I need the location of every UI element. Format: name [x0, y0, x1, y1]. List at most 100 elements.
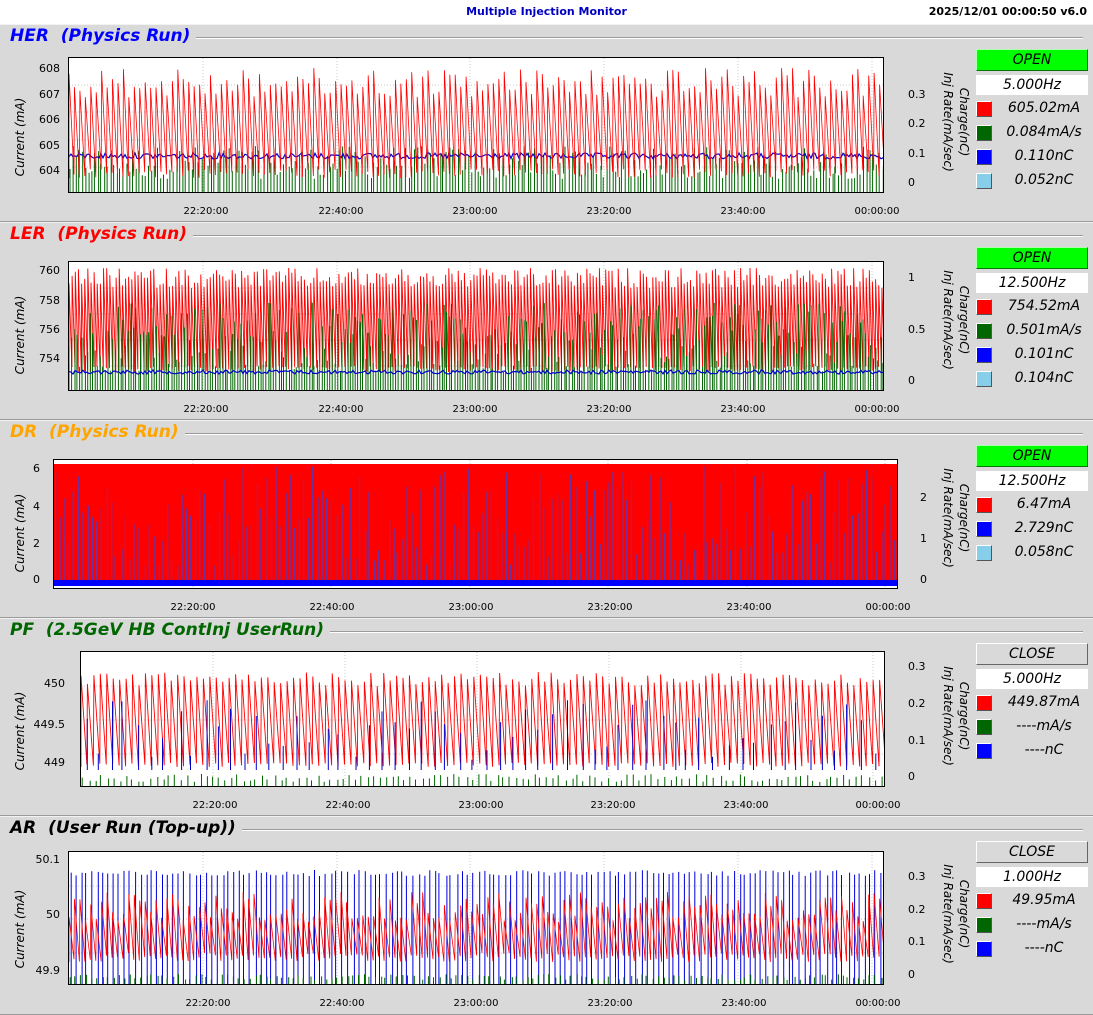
- her-status-button[interactable]: OPEN: [976, 49, 1088, 71]
- x-tick: 22:20:00: [192, 800, 238, 811]
- y-right-label-rate: Inj Rate(mA/sec): [941, 468, 955, 568]
- y-right-label-charge: Charge(nC): [957, 285, 971, 355]
- panel-title: DR (Physics Run): [10, 422, 185, 442]
- x-tick: 23:00:00: [452, 206, 498, 217]
- y-tick: 607: [39, 88, 60, 101]
- y-tick-right: 1: [920, 532, 927, 545]
- injrate-readout: ----mA/s: [1016, 718, 1072, 734]
- y-tick: 758: [39, 294, 60, 307]
- x-tick: 23:20:00: [587, 998, 633, 1009]
- pf-plot-area: [80, 651, 885, 787]
- x-tick: 22:20:00: [170, 602, 216, 613]
- y-right-label-rate: Inj Rate(mA/sec): [941, 864, 955, 964]
- x-tick: 22:40:00: [309, 602, 355, 613]
- injrate-swatch: [976, 719, 992, 735]
- panel-title: PF (2.5GeV HB ContInj UserRun): [10, 620, 330, 640]
- y-tick: 449.5: [33, 718, 66, 731]
- y-right-label-rate: Inj Rate(mA/sec): [941, 270, 955, 370]
- y-tick: 0: [33, 573, 40, 586]
- dr-status-button[interactable]: OPEN: [976, 445, 1088, 467]
- charge-swatch: [976, 941, 992, 957]
- x-tick: 22:20:00: [185, 998, 231, 1009]
- injrate-swatch: [976, 917, 992, 933]
- charge-swatch: [976, 149, 992, 165]
- y-right-label-charge: Charge(nC): [957, 681, 971, 751]
- panel-ar: AR (User Run (Top-up)) Current (mA) 50.1…: [0, 816, 1093, 1015]
- x-tick: 00:00:00: [854, 206, 900, 217]
- current-swatch: [976, 497, 992, 513]
- dr-plot-svg: [54, 460, 897, 588]
- x-tick: 22:40:00: [318, 206, 364, 217]
- y-tick-right: 0.1: [908, 935, 926, 948]
- dr-frequency: 12.500Hz: [976, 471, 1088, 491]
- dr-plot-area: [53, 459, 898, 589]
- injrate-trace: [69, 146, 883, 192]
- pf-status-button[interactable]: CLOSE: [976, 643, 1088, 665]
- panel-pf: PF (2.5GeV HB ContInj UserRun) Current (…: [0, 618, 1093, 816]
- x-tick: 00:00:00: [855, 800, 901, 811]
- y-tick-right: 0: [908, 770, 915, 783]
- charge-readout: 0.110nC: [1014, 148, 1074, 164]
- charge-trace: [55, 466, 896, 586]
- ler-status-button[interactable]: OPEN: [976, 247, 1088, 269]
- current-trace: [69, 68, 883, 179]
- y-right-label-rate: Inj Rate(mA/sec): [941, 72, 955, 172]
- injrate-trace: [69, 974, 883, 984]
- injrate-trace: [81, 774, 883, 786]
- her-frequency: 5.000Hz: [976, 75, 1088, 95]
- panel-title: HER (Physics Run): [10, 26, 197, 46]
- current-readout: 49.95mA: [1012, 892, 1076, 908]
- her-plot-area: [68, 57, 884, 193]
- x-tick: 22:40:00: [319, 998, 365, 1009]
- y-tick-right: 1: [908, 271, 915, 284]
- y-tick-right: 0.2: [908, 903, 926, 916]
- y-tick: 760: [39, 264, 60, 277]
- ar-frequency: 1.000Hz: [976, 867, 1088, 887]
- charge-readout: ----nC: [1024, 742, 1064, 758]
- ler-plot-svg: [69, 262, 883, 390]
- x-tick: 23:00:00: [452, 404, 498, 415]
- charge-swatch: [976, 347, 992, 363]
- panel-her: HER (Physics Run) Current (mA) 608 607 6…: [0, 24, 1093, 222]
- her-plot-svg: [69, 58, 883, 192]
- injrate-trace: [69, 302, 883, 390]
- injrate-readout: 0.084mA/s: [1006, 124, 1082, 140]
- x-tick: 00:00:00: [854, 404, 900, 415]
- x-tick: 22:20:00: [183, 404, 229, 415]
- x-tick: 23:00:00: [448, 602, 494, 613]
- charge2-readout: 0.104nC: [1014, 370, 1074, 386]
- charge2-readout: 0.052nC: [1014, 172, 1074, 188]
- y-tick: 606: [39, 113, 60, 126]
- charge-baseline: [54, 580, 897, 586]
- injrate-readout: ----mA/s: [1016, 916, 1072, 932]
- y-tick: 608: [39, 62, 60, 75]
- current-readout: 605.02mA: [1007, 100, 1081, 116]
- y-tick-right: 0.3: [908, 660, 926, 673]
- x-tick: 22:40:00: [325, 800, 371, 811]
- charge-swatch: [976, 743, 992, 759]
- charge2-swatch: [976, 371, 992, 387]
- x-tick: 23:00:00: [453, 998, 499, 1009]
- panel-title: LER (Physics Run): [10, 224, 193, 244]
- y-tick-right: 0: [908, 176, 915, 189]
- ar-status-button[interactable]: CLOSE: [976, 841, 1088, 863]
- y-tick: 50.1: [35, 853, 61, 866]
- current-swatch: [976, 893, 992, 909]
- charge2-swatch: [976, 173, 992, 189]
- y-tick-right: 0.3: [908, 88, 926, 101]
- y-tick-right: 0.3: [908, 870, 926, 883]
- x-tick: 22:40:00: [318, 404, 364, 415]
- x-tick: 00:00:00: [865, 602, 911, 613]
- pf-plot-svg: [81, 652, 884, 786]
- charge-readout: ----nC: [1024, 940, 1064, 956]
- y-tick-right: 0.5: [908, 323, 926, 336]
- title-rule: [10, 433, 1083, 435]
- charge-readout: 2.729nC: [1014, 520, 1074, 536]
- title-rule: [10, 631, 1083, 633]
- current-readout: 754.52mA: [1007, 298, 1081, 314]
- charge2-swatch: [976, 545, 992, 561]
- panel-ler: LER (Physics Run) Current (mA) 760 758 7…: [0, 222, 1093, 420]
- ar-plot-svg: [69, 852, 883, 984]
- charge2-readout: 0.058nC: [1014, 544, 1074, 560]
- x-tick: 22:20:00: [183, 206, 229, 217]
